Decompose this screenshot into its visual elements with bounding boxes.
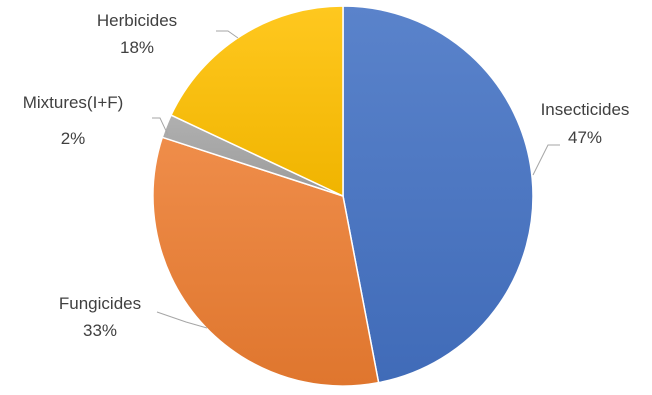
leader-line: [216, 30, 239, 39]
slice-category-label: Fungicides: [59, 294, 141, 313]
leader-line: [532, 144, 560, 176]
leader-line: [156, 311, 208, 329]
pie-slice-fungicides: [152, 136, 380, 387]
slice-category-label: Insecticides: [541, 100, 630, 119]
slices-layer: [152, 5, 534, 387]
leader-line: [152, 117, 169, 136]
leader-lines-layer: [152, 30, 560, 329]
slice-category-label: Herbicides: [97, 11, 177, 30]
pie-slice-herbicides: [170, 5, 344, 198]
pie-slice-insecticides: [342, 5, 534, 384]
slice-percent-label: 18%: [120, 38, 154, 57]
slice-category-label: Mixtures(I+F): [23, 93, 124, 112]
labels-layer: Insecticides 47% Fungicides 33% Mixtures(I+F…: [23, 11, 630, 340]
slice-percent-label: 33%: [83, 321, 117, 340]
slice-percent-label: 2%: [61, 129, 86, 148]
slice-percent-label: 47%: [568, 128, 602, 147]
